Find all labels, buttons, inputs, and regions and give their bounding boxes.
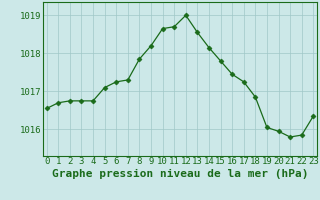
X-axis label: Graphe pression niveau de la mer (hPa): Graphe pression niveau de la mer (hPa) <box>52 169 308 179</box>
